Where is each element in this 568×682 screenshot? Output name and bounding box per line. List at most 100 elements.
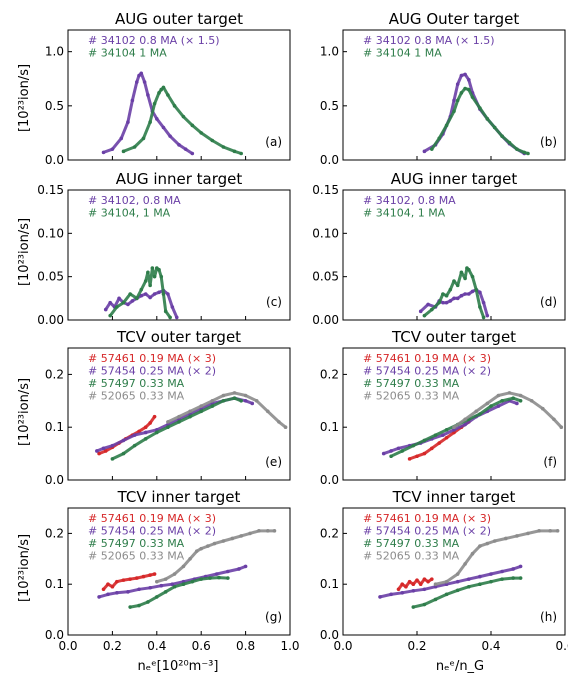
data-point-a-0 (168, 134, 172, 138)
data-point-f-1 (463, 422, 467, 427)
data-point-c-1 (168, 315, 172, 320)
data-point-c-0 (108, 300, 112, 305)
data-point-b-1 (430, 147, 434, 151)
data-point-a-0 (137, 73, 141, 78)
data-point-f-2 (444, 428, 449, 432)
data-point-g-1 (115, 591, 119, 595)
data-point-h-3 (444, 579, 449, 584)
data-point-a-1 (181, 114, 186, 119)
panel-title-b: AUG Outer target (389, 10, 520, 28)
data-point-f-2 (411, 443, 416, 448)
panel-title-h: TCV inner target (392, 488, 516, 506)
data-point-g-1 (97, 595, 101, 599)
data-point-h-1 (489, 572, 493, 576)
data-point-b-0 (422, 149, 427, 154)
data-point-h-3 (463, 562, 467, 566)
data-point-g-1 (137, 587, 141, 592)
data-point-f-1 (381, 451, 386, 456)
data-point-g-1 (214, 572, 219, 576)
legend-entry-g-3: # 52065 0.33 MA (88, 550, 185, 563)
data-point-e-3 (210, 399, 215, 403)
panel-frame-b (342, 29, 566, 161)
data-point-a-1 (239, 151, 243, 156)
data-point-f-2 (500, 399, 504, 403)
legend-entry-e-1: # 57454 0.25 MA (× 2) (88, 365, 216, 378)
data-point-b-1 (478, 106, 482, 110)
series-line-a-1 (122, 85, 243, 155)
panel-e: TCV outer target 0.0 0.1 0.2 # 57461 0.19 MA… (45, 328, 291, 487)
data-point-f-3 (463, 417, 467, 422)
legend-entry-g-1: # 57454 0.25 MA (× 2) (88, 525, 216, 538)
data-point-a-0 (146, 93, 150, 97)
data-point-h-3 (526, 531, 530, 536)
data-point-h-3 (515, 534, 519, 538)
data-point-a-0 (183, 147, 188, 151)
data-point-a-0 (139, 71, 144, 76)
x-tick-label-h: 0.2 (407, 639, 426, 653)
legend-entry-f-3: # 52065 0.33 MA (363, 390, 460, 403)
data-point-g-3 (172, 572, 177, 576)
x-tick-label-h: 0.4 (481, 639, 500, 653)
x-tick-label-g: 1.0 (280, 639, 299, 653)
series-line-e-3 (166, 391, 288, 429)
data-point-a-1 (148, 120, 152, 124)
data-point-h-1 (467, 577, 471, 581)
data-point-a-1 (172, 104, 177, 108)
data-point-f-1 (389, 449, 393, 453)
panel-title-a: AUG outer target (115, 10, 243, 28)
data-point-b-1 (492, 125, 497, 130)
data-point-g-0 (135, 576, 139, 580)
data-point-c-1 (146, 270, 150, 275)
data-point-f-0 (437, 441, 442, 445)
data-point-a-0 (101, 150, 106, 155)
y-tick-label-h: 0.0 (320, 628, 339, 642)
x-tick-label-g: 0.2 (103, 639, 122, 653)
data-point-h-3 (485, 541, 490, 546)
data-point-e-0 (148, 421, 152, 425)
panel-d: AUG inner target 0.00 0.05 0.10 0.15 # 34102,… (312, 170, 566, 327)
y-tick-label-f: 0.2 (320, 367, 339, 381)
legend-entry-g-2: # 57497 0.33 MA (88, 537, 185, 550)
data-point-c-1 (152, 274, 157, 279)
x-tick-label-h: 0.0 (333, 639, 352, 653)
data-point-e-0 (97, 451, 101, 456)
data-point-g-3 (163, 577, 168, 581)
data-point-b-0 (455, 82, 460, 86)
data-point-b-0 (459, 73, 464, 78)
data-point-g-1 (126, 590, 130, 594)
data-point-c-0 (143, 292, 148, 296)
panel-label-h: (h) (540, 610, 557, 624)
data-point-h-1 (500, 569, 504, 574)
data-point-d-1 (470, 274, 475, 279)
data-point-e-3 (254, 399, 259, 403)
data-point-d-1 (452, 279, 456, 283)
y-axis-label-row-3: [10²³ion/s] (17, 378, 32, 446)
series-line-f-1 (382, 399, 519, 456)
data-point-d-1 (463, 276, 467, 281)
data-point-c-1 (115, 305, 119, 309)
panel-title-c: AUG inner target (116, 170, 243, 188)
data-point-g-2 (128, 605, 132, 609)
legend-entry-c-1: # 34104, 1 MA (88, 207, 171, 220)
data-point-g-3 (266, 529, 270, 533)
data-point-a-1 (232, 149, 237, 154)
data-point-f-3 (541, 406, 545, 411)
data-point-a-0 (155, 117, 159, 121)
data-point-f-3 (474, 409, 479, 414)
data-point-c-1 (135, 296, 139, 301)
data-point-g-3 (272, 529, 277, 533)
data-point-g-3 (199, 546, 203, 551)
panel-g: TCV inner target 0.0 0.2 0.4 0.6 0.8 1.0 0.0 0.1… (45, 488, 300, 653)
x-tick-label-g: 0.0 (58, 639, 77, 653)
data-point-g-3 (188, 557, 192, 561)
panel-title-d: AUG inner target (391, 170, 518, 188)
data-point-a-1 (132, 145, 137, 149)
data-point-h-0 (430, 577, 434, 581)
data-point-e-3 (221, 393, 226, 398)
panel-label-g: (g) (265, 610, 282, 624)
y-tick-label-g: 0.1 (45, 577, 64, 591)
data-point-c-1 (150, 266, 155, 270)
y-tick-label-b: 0.0 (320, 153, 339, 167)
y-tick-label-e: 0.1 (45, 420, 64, 434)
data-point-f-2 (422, 438, 427, 443)
